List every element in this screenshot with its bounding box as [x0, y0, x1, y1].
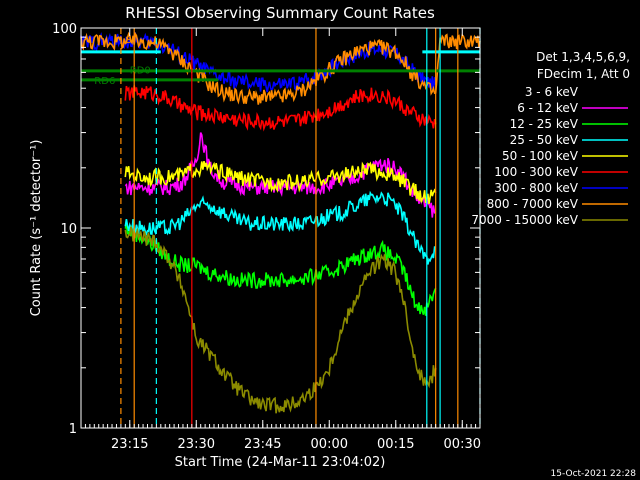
series-layer [80, 31, 481, 414]
series-line-7000-15000-kev [124, 226, 437, 414]
legend-label-6-12-kev: 6 - 12 keV [517, 101, 579, 115]
series-line-6-12-kev [124, 132, 437, 218]
x-tick-label: 23:45 [244, 437, 281, 452]
x-tick-label: 23:30 [178, 437, 215, 452]
series-line-100-300-kev [124, 85, 437, 132]
x-axis-label: Start Time (24-Mar-11 23:04:02) [175, 455, 386, 470]
y-tick-label: 1 [69, 422, 77, 437]
x-tick-label: 23:15 [111, 437, 148, 452]
x-tick-label: 00:15 [377, 437, 414, 452]
legend: 3 - 6 keV 6 - 12 keV 12 - 25 keV 25 - 50 ke… [471, 85, 628, 227]
legend-label-300-800-kev: 300 - 800 keV [494, 181, 578, 195]
legend-header-2: FDecim 1, Att 0 [537, 67, 630, 81]
x-tick-label: 00:00 [311, 437, 348, 452]
chart-title: RHESSI Observing Summary Count Rates [125, 4, 435, 22]
axis-layer: 23:15 23:30 23:45 00:00 00:15 00:30 100 10 1 [52, 22, 481, 452]
legend-label-800-7000-kev: 800 - 7000 keV [487, 197, 579, 211]
legend-label-50-100-kev: 50 - 100 keV [502, 149, 579, 163]
legend-label-3-6-kev: 3 - 6 keV [525, 85, 579, 99]
annotation-rd0: RD0 [130, 66, 151, 77]
series-line-50-100-kev [124, 160, 437, 205]
timestamp: 15-Oct-2021 22:28 [551, 469, 637, 479]
x-tick-label: 00:30 [444, 437, 481, 452]
series-line-25-50-kev [124, 190, 436, 265]
legend-label-100-300-kev: 100 - 300 keV [494, 165, 578, 179]
y-tick-label: 100 [52, 22, 77, 37]
legend-label-25-50-kev: 25 - 50 keV [510, 133, 579, 147]
annotation-s: S [125, 35, 131, 46]
legend-label-12-25-kev: 12 - 25 keV [510, 117, 579, 131]
y-tick-label: 10 [60, 222, 77, 237]
legend-label-7000-15000-kev: 7000 - 15000 keV [471, 213, 578, 227]
series-line-12-25-kev [124, 224, 437, 316]
annotation-rd6: RD6 [94, 76, 115, 87]
y-axis-label: Count Rate (s⁻¹ detector⁻¹) [29, 140, 44, 317]
legend-header-1: Det 1,3,4,5,6,9, [536, 50, 630, 64]
